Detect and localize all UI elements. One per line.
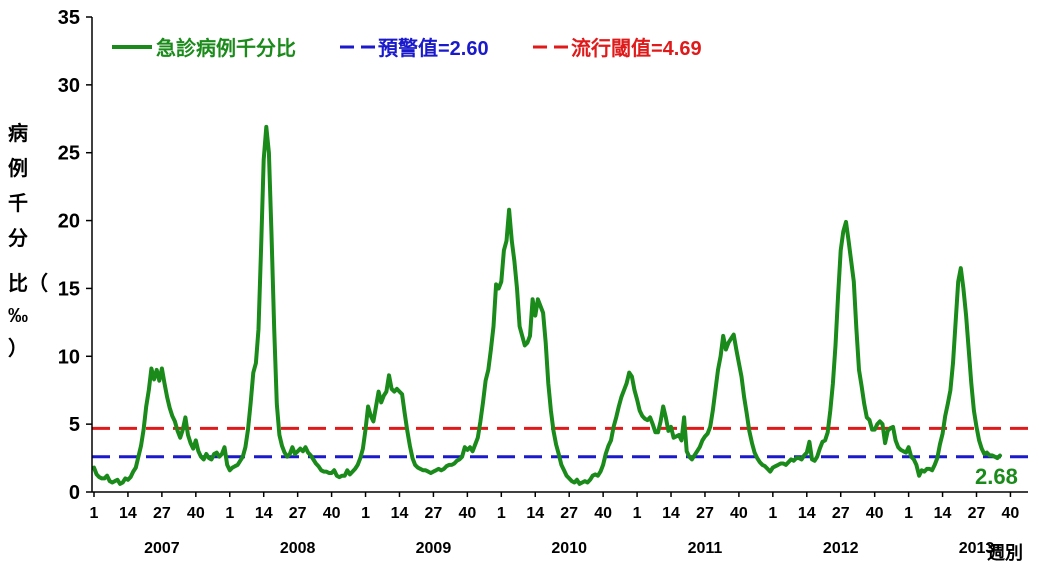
x-tick-label: 1 xyxy=(225,505,234,522)
x-axis-tick-labels: 1 14 27 40 1 14 27 40 1 14 27 40 1 14 27 40 1 14 27 40 1 14 27… xyxy=(90,505,1020,522)
year-label: 2012 xyxy=(823,540,859,557)
x-tick-label: 27 xyxy=(153,505,171,522)
x-tick-label: 40 xyxy=(1002,505,1020,522)
y-axis-label-char-2: 例 xyxy=(8,156,28,180)
y-tick-label: 5 xyxy=(69,414,80,436)
y-axis-label-char-3: 千 xyxy=(8,192,28,215)
x-tick-label: 14 xyxy=(526,505,544,522)
y-tick-label: 0 xyxy=(69,482,80,504)
x-tick-label: 14 xyxy=(662,505,680,522)
x-tick-label: 14 xyxy=(119,505,137,522)
year-label: 2007 xyxy=(144,540,180,557)
x-tick-label: 14 xyxy=(391,505,409,522)
year-label: 2011 xyxy=(688,540,723,557)
x-tick-label: 27 xyxy=(968,505,986,522)
series-line-er-visit-rate xyxy=(92,124,1002,486)
x-tick-label: 27 xyxy=(696,505,714,522)
x-tick-label: 27 xyxy=(289,505,307,522)
x-axis-year-labels: 20072008200920102011201220132014 xyxy=(144,540,995,557)
x-tick-label: 40 xyxy=(730,505,748,522)
legend: 急診病例千分比 預警值=2.60 流行閾值=4.69 xyxy=(112,36,702,60)
y-tick-label: 25 xyxy=(58,143,80,165)
last-value-label: 2.68 xyxy=(975,464,1018,489)
year-label: 2008 xyxy=(280,540,316,557)
y-axis-label: 病 例 千 分 比（ ‰ ） xyxy=(8,121,48,360)
year-label: 2009 xyxy=(416,540,452,557)
x-tick-label: 1 xyxy=(90,505,99,522)
x-tick-label: 27 xyxy=(832,505,850,522)
x-tick-label: 40 xyxy=(323,505,341,522)
y-tick-label: 10 xyxy=(58,346,80,368)
x-tick-label: 1 xyxy=(497,505,506,522)
x-axis-label: 週別 xyxy=(987,543,1023,563)
y-tick-label: 20 xyxy=(58,211,80,233)
x-tick-label: 27 xyxy=(425,505,443,522)
year-label: 2013 xyxy=(959,540,995,557)
y-axis-label-char-7: ） xyxy=(8,337,28,360)
legend-label-series: 急診病例千分比 xyxy=(156,36,296,60)
y-axis-label-char-5: 比（ xyxy=(8,272,48,295)
x-tick-label: 1 xyxy=(361,505,370,522)
x-tick-label: 40 xyxy=(866,505,884,522)
legend-label-epidemic: 流行閾值=4.69 xyxy=(571,36,702,60)
x-tick-label: 40 xyxy=(187,505,205,522)
y-axis-label-char-4: 分 xyxy=(8,227,28,250)
axes xyxy=(91,17,1028,493)
y-tick-label: 15 xyxy=(58,278,80,300)
x-tick-label: 1 xyxy=(633,505,642,522)
y-axis-label-char-6: ‰ xyxy=(8,305,28,327)
legend-label-warning: 預警值=2.60 xyxy=(378,36,489,60)
year-label: 2010 xyxy=(551,540,587,557)
y-tick-label: 30 xyxy=(58,75,80,97)
x-tick-label: 27 xyxy=(560,505,578,522)
x-tick-label: 40 xyxy=(594,505,612,522)
y-tick-label: 35 xyxy=(58,7,80,29)
x-axis-ticks xyxy=(93,492,1012,497)
y-axis-label-char-1: 病 xyxy=(8,121,28,145)
x-tick-label: 1 xyxy=(768,505,777,522)
x-tick-label: 1 xyxy=(904,505,913,522)
y-axis-ticks: 0 5 10 15 20 25 30 35 xyxy=(58,7,92,504)
x-tick-label: 14 xyxy=(798,505,816,522)
x-tick-label: 40 xyxy=(458,505,476,522)
x-tick-label: 14 xyxy=(255,505,273,522)
x-tick-label: 14 xyxy=(934,505,952,522)
